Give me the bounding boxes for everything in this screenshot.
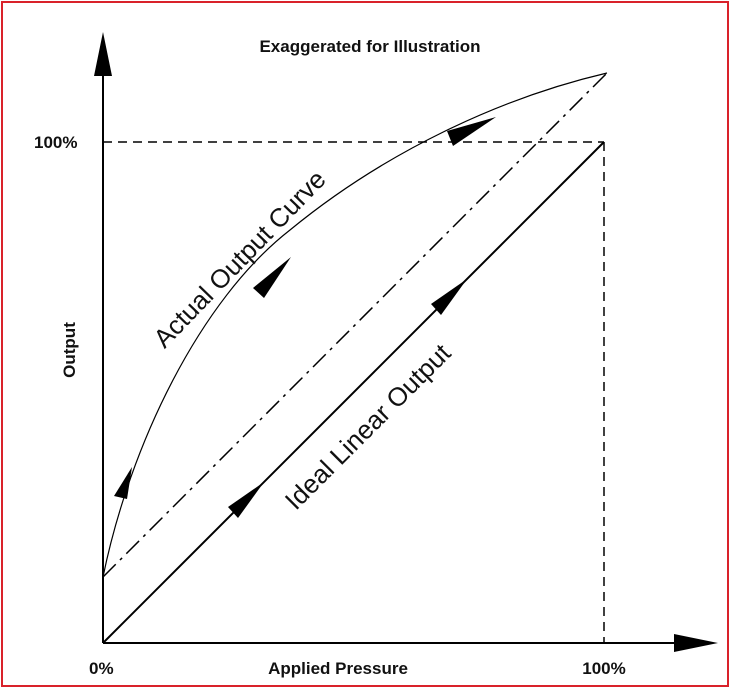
x-axis-label: Applied Pressure (268, 659, 408, 678)
ideal-linear-output-label: Ideal Linear Output (279, 337, 457, 515)
ideal-linear-output-line (102, 141, 605, 644)
x-tick-100-label: 100% (582, 659, 625, 678)
curve-arrowhead-lower (114, 467, 132, 499)
actual-output-curve (102, 72, 608, 578)
ideal-line-arrowhead-upper (431, 279, 467, 315)
curve-arrowhead-upper (447, 117, 496, 146)
y-tick-100-label: 100% (34, 133, 77, 152)
ideal-line-arrowhead-lower (228, 482, 264, 518)
offset-dash-dot-line (102, 72, 608, 578)
y-axis-arrowhead (94, 32, 112, 76)
actual-output-curve-label: Actual Output Curve (147, 164, 331, 353)
y-axis-label: Output (60, 322, 79, 378)
curve-arrowhead-middle (253, 257, 291, 298)
x-tick-0-label: 0% (89, 659, 114, 678)
x-axis-arrowhead (674, 634, 718, 652)
diagram-title: Exaggerated for Illustration (259, 37, 480, 56)
